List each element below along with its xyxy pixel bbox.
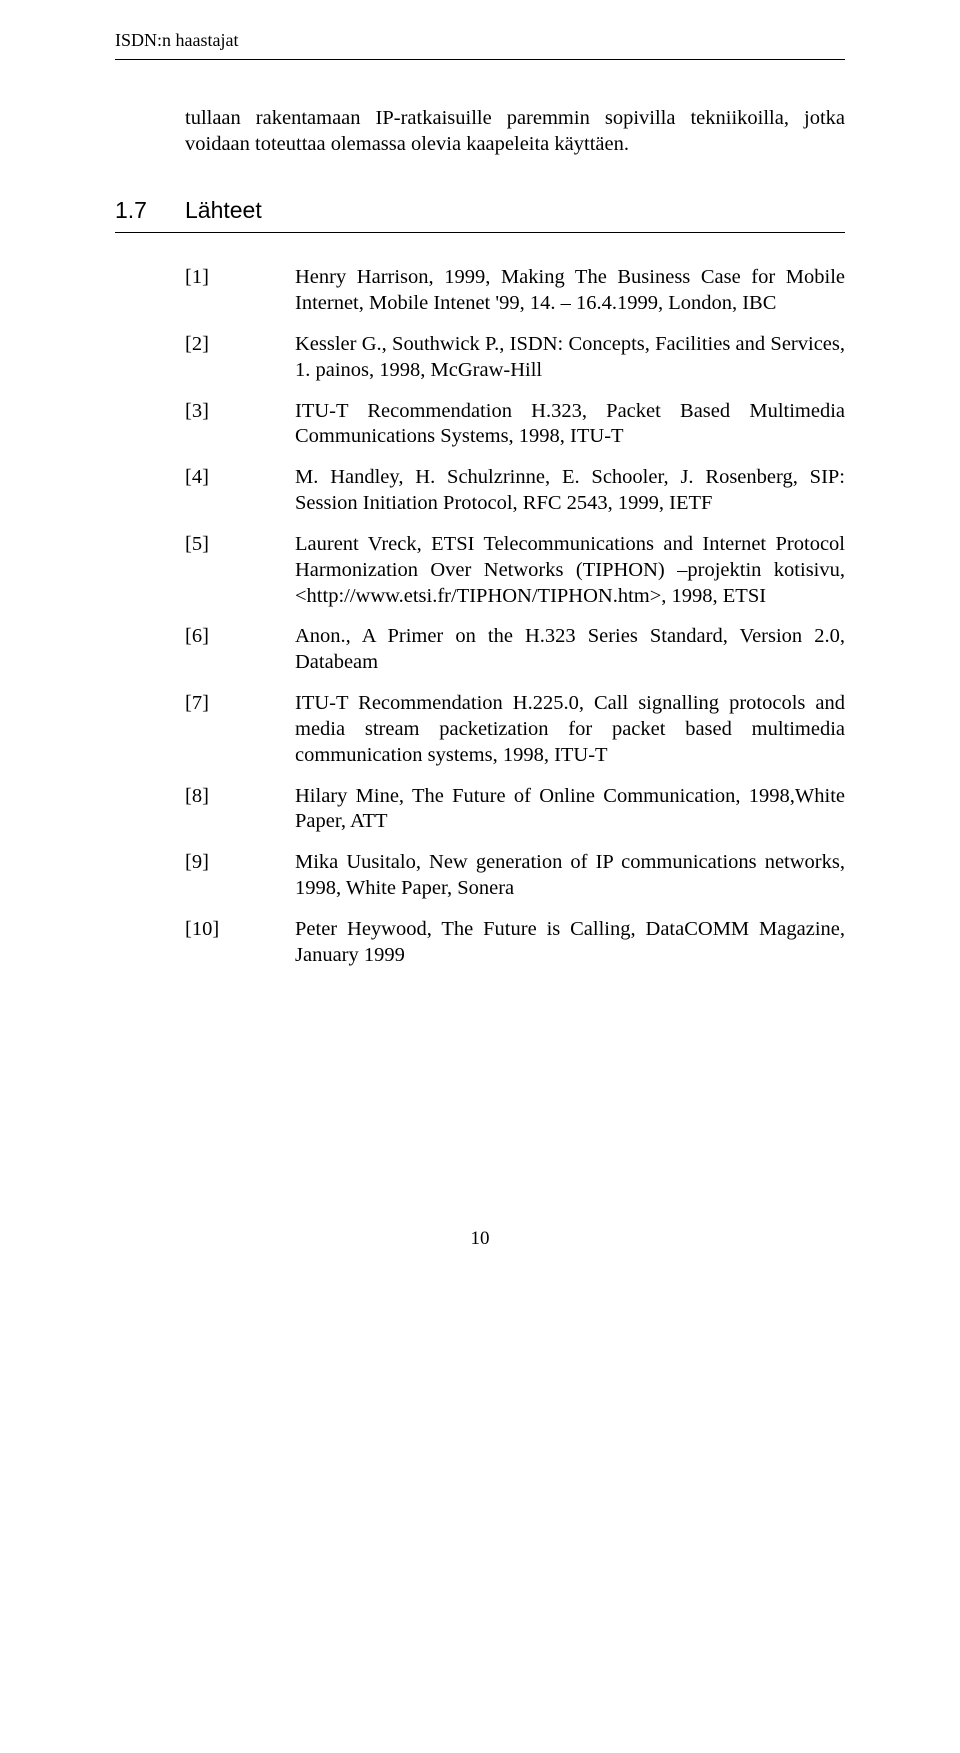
reference-item: [6] Anon., A Primer on the H.323 Series … xyxy=(185,624,845,676)
reference-key: [8] xyxy=(185,784,295,836)
running-head: ISDN:n haastajat xyxy=(115,30,845,51)
reference-key: [6] xyxy=(185,624,295,676)
reference-item: [4] M. Handley, H. Schulzrinne, E. Schoo… xyxy=(185,465,845,517)
reference-item: [9] Mika Uusitalo, New generation of IP … xyxy=(185,850,845,902)
references-list: [1] Henry Harrison, 1999, Making The Bus… xyxy=(185,265,845,968)
reference-key: [1] xyxy=(185,265,295,317)
reference-text: Henry Harrison, 1999, Making The Busines… xyxy=(295,265,845,317)
reference-text: Peter Heywood, The Future is Calling, Da… xyxy=(295,917,845,969)
reference-key: [9] xyxy=(185,850,295,902)
page-number: 10 xyxy=(115,1228,845,1250)
intro-paragraph: tullaan rakentamaan IP-ratkaisuille pare… xyxy=(185,106,845,157)
reference-text: M. Handley, H. Schulzrinne, E. Schooler,… xyxy=(295,465,845,517)
reference-text: Laurent Vreck, ETSI Telecommunications a… xyxy=(295,532,845,609)
reference-text: Anon., A Primer on the H.323 Series Stan… xyxy=(295,624,845,676)
section-number: 1.7 xyxy=(115,197,185,224)
reference-text: ITU-T Recommendation H.225.0, Call signa… xyxy=(295,691,845,768)
section-title: Lähteet xyxy=(185,197,262,224)
reference-text: Mika Uusitalo, New generation of IP comm… xyxy=(295,850,845,902)
reference-item: [1] Henry Harrison, 1999, Making The Bus… xyxy=(185,265,845,317)
reference-item: [2] Kessler G., Southwick P., ISDN: Conc… xyxy=(185,332,845,384)
reference-item: [8] Hilary Mine, The Future of Online Co… xyxy=(185,784,845,836)
reference-key: [7] xyxy=(185,691,295,768)
reference-key: [4] xyxy=(185,465,295,517)
header-rule xyxy=(115,59,845,60)
reference-key: [3] xyxy=(185,399,295,451)
section-rule xyxy=(115,232,845,233)
reference-text: ITU-T Recommendation H.323, Packet Based… xyxy=(295,399,845,451)
reference-key: [2] xyxy=(185,332,295,384)
reference-item: [3] ITU-T Recommendation H.323, Packet B… xyxy=(185,399,845,451)
document-page: ISDN:n haastajat tullaan rakentamaan IP-… xyxy=(0,0,960,1290)
reference-key: [5] xyxy=(185,532,295,609)
reference-text: Kessler G., Southwick P., ISDN: Concepts… xyxy=(295,332,845,384)
reference-item: [5] Laurent Vreck, ETSI Telecommunicatio… xyxy=(185,532,845,609)
reference-item: [7] ITU-T Recommendation H.225.0, Call s… xyxy=(185,691,845,768)
reference-key: [10] xyxy=(185,917,295,969)
section-heading: 1.7 Lähteet xyxy=(115,197,845,224)
reference-text: Hilary Mine, The Future of Online Commun… xyxy=(295,784,845,836)
reference-item: [10] Peter Heywood, The Future is Callin… xyxy=(185,917,845,969)
